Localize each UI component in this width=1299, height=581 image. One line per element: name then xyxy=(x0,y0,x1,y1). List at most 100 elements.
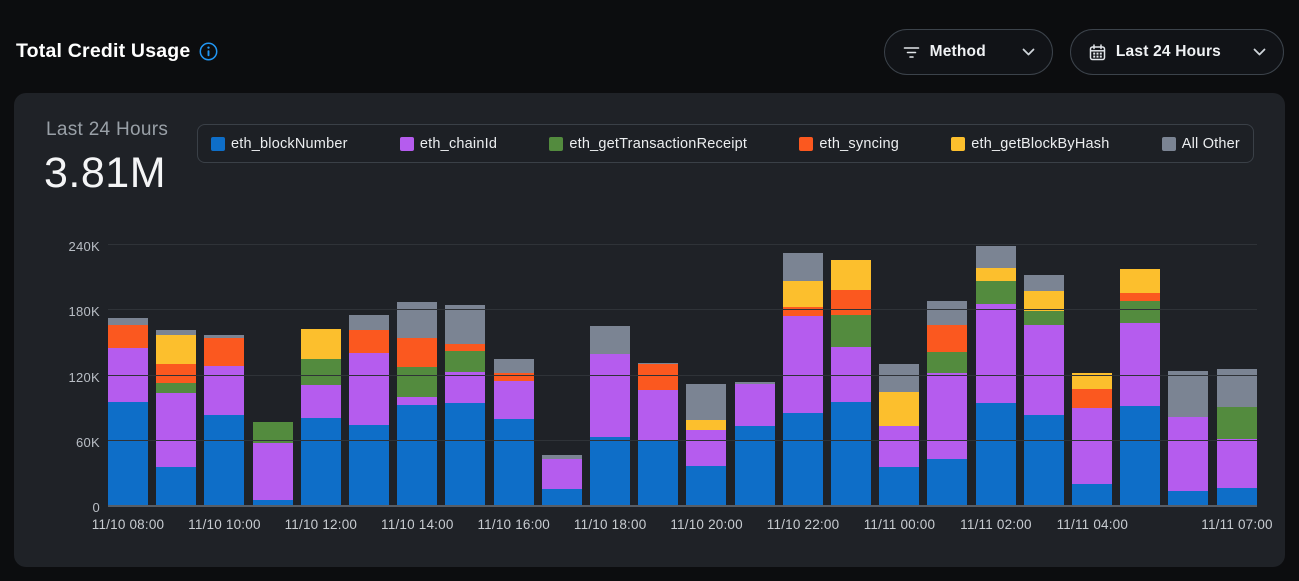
chart-bar-11/11 04:00[interactable] xyxy=(1072,373,1113,505)
bar-segment-eth_getBlockByHash[interactable] xyxy=(156,335,197,364)
bar-segment-eth_getTransactionReceipt[interactable] xyxy=(1023,311,1064,325)
bar-segment-eth_syncing[interactable] xyxy=(1072,388,1113,409)
bar-segment-All Other[interactable] xyxy=(493,359,534,374)
chart-bar-11/11 01:00[interactable] xyxy=(927,300,968,505)
bar-segment-eth_blockNumber[interactable] xyxy=(1023,414,1064,505)
bar-segment-eth_blockNumber[interactable] xyxy=(156,466,197,505)
bar-segment-All Other[interactable] xyxy=(686,384,727,421)
bar-segment-eth_chainId[interactable] xyxy=(156,393,197,467)
bar-segment-eth_syncing[interactable] xyxy=(156,363,197,384)
bar-segment-eth_getTransactionReceipt[interactable] xyxy=(1120,300,1161,324)
bar-segment-eth_getBlockByHash[interactable] xyxy=(879,391,920,426)
bar-segment-eth_blockNumber[interactable] xyxy=(638,439,679,505)
bar-segment-All Other[interactable] xyxy=(108,318,148,325)
bar-segment-eth_getBlockByHash[interactable] xyxy=(1120,269,1161,293)
bar-segment-eth_getTransactionReceipt[interactable] xyxy=(300,359,341,386)
bar-segment-eth_blockNumber[interactable] xyxy=(686,465,727,505)
bar-segment-eth_blockNumber[interactable] xyxy=(1072,484,1113,505)
bar-segment-eth_getTransactionReceipt[interactable] xyxy=(156,383,197,394)
chart-bar-11/10 18:00[interactable] xyxy=(590,325,631,505)
chart-bar-11/10 10:00[interactable] xyxy=(204,335,245,505)
bar-segment-eth_getBlockByHash[interactable] xyxy=(686,420,727,430)
bar-segment-eth_blockNumber[interactable] xyxy=(879,466,920,505)
bar-segment-eth_blockNumber[interactable] xyxy=(927,459,968,505)
info-icon[interactable] xyxy=(199,42,218,61)
chart-bar-11/11 07:00[interactable] xyxy=(1216,369,1257,505)
chart-bar-11/10 21:00[interactable] xyxy=(734,382,775,505)
bar-segment-eth_blockNumber[interactable] xyxy=(445,402,486,505)
bar-segment-eth_syncing[interactable] xyxy=(445,344,486,351)
bar-segment-All Other[interactable] xyxy=(445,304,486,345)
bar-segment-All Other[interactable] xyxy=(541,455,582,460)
chart-bar-11/10 19:00[interactable] xyxy=(638,362,679,505)
bar-segment-eth_getBlockByHash[interactable] xyxy=(300,328,341,360)
bar-segment-eth_blockNumber[interactable] xyxy=(204,414,245,505)
chart-bar-11/10 12:00[interactable] xyxy=(300,328,341,505)
bar-segment-eth_chainId[interactable] xyxy=(445,372,486,403)
bar-segment-eth_getBlockByHash[interactable] xyxy=(831,260,872,290)
method-filter-dropdown[interactable]: Method xyxy=(883,29,1053,75)
bar-segment-All Other[interactable] xyxy=(1023,274,1064,291)
chart-bar-11/11 02:00[interactable] xyxy=(975,246,1016,505)
bar-segment-eth_chainId[interactable] xyxy=(252,443,293,500)
chart-bar-11/10 13:00[interactable] xyxy=(349,314,390,505)
legend-item-eth_getTransactionReceipt[interactable]: eth_getTransactionReceipt xyxy=(549,136,747,152)
bar-segment-eth_getTransactionReceipt[interactable] xyxy=(831,314,872,348)
bar-segment-eth_chainId[interactable] xyxy=(782,315,823,413)
chart-bar-11/10 14:00[interactable] xyxy=(397,301,438,505)
legend-item-eth_getBlockByHash[interactable]: eth_getBlockByHash xyxy=(951,136,1109,152)
bar-segment-eth_chainId[interactable] xyxy=(349,352,390,425)
bar-segment-eth_syncing[interactable] xyxy=(204,337,245,366)
chart-bar-11/10 09:00[interactable] xyxy=(156,329,197,505)
bar-segment-All Other[interactable] xyxy=(975,246,1016,268)
bar-segment-eth_syncing[interactable] xyxy=(349,329,390,353)
chart-bar-11/10 20:00[interactable] xyxy=(686,384,727,505)
bar-segment-eth_blockNumber[interactable] xyxy=(734,425,775,505)
bar-segment-eth_blockNumber[interactable] xyxy=(541,488,582,505)
bar-segment-eth_blockNumber[interactable] xyxy=(108,401,148,505)
legend-item-eth_blockNumber[interactable]: eth_blockNumber xyxy=(211,136,348,152)
bar-segment-eth_getTransactionReceipt[interactable] xyxy=(927,351,968,374)
chart-bar-11/10 23:00[interactable] xyxy=(831,260,872,505)
bar-segment-eth_getBlockByHash[interactable] xyxy=(1023,290,1064,312)
bar-segment-eth_chainId[interactable] xyxy=(300,385,341,418)
bar-segment-eth_chainId[interactable] xyxy=(1216,438,1257,488)
bar-segment-All Other[interactable] xyxy=(397,301,438,338)
bar-segment-eth_syncing[interactable] xyxy=(638,363,679,390)
bar-segment-eth_blockNumber[interactable] xyxy=(590,436,631,505)
bar-segment-All Other[interactable] xyxy=(590,325,631,354)
bar-segment-eth_getBlockByHash[interactable] xyxy=(1072,373,1113,389)
chart-bar-11/10 15:00[interactable] xyxy=(445,304,486,505)
bar-segment-eth_blockNumber[interactable] xyxy=(1216,487,1257,505)
bar-segment-eth_syncing[interactable] xyxy=(1120,292,1161,301)
bar-segment-eth_chainId[interactable] xyxy=(975,303,1016,403)
bar-segment-eth_chainId[interactable] xyxy=(734,384,775,426)
legend-item-All Other[interactable]: All Other xyxy=(1161,136,1240,152)
chart-bar-11/10 17:00[interactable] xyxy=(541,455,582,505)
bar-segment-eth_getTransactionReceipt[interactable] xyxy=(252,422,293,444)
bar-segment-eth_blockNumber[interactable] xyxy=(1168,490,1209,505)
bar-segment-All Other[interactable] xyxy=(1168,371,1209,417)
bar-segment-eth_syncing[interactable] xyxy=(493,373,534,382)
bar-segment-eth_blockNumber[interactable] xyxy=(300,418,341,505)
bar-segment-eth_getTransactionReceipt[interactable] xyxy=(397,366,438,398)
bar-segment-eth_chainId[interactable] xyxy=(879,425,920,467)
bar-segment-eth_blockNumber[interactable] xyxy=(493,419,534,505)
chart-bar-11/11 00:00[interactable] xyxy=(879,363,920,505)
bar-segment-eth_getTransactionReceipt[interactable] xyxy=(975,281,1016,304)
bar-segment-eth_syncing[interactable] xyxy=(108,324,148,349)
bar-segment-eth_blockNumber[interactable] xyxy=(831,401,872,505)
bar-segment-eth_chainId[interactable] xyxy=(1168,416,1209,491)
bar-segment-All Other[interactable] xyxy=(156,329,197,336)
legend-item-eth_chainId[interactable]: eth_chainId xyxy=(399,136,497,152)
bar-segment-eth_blockNumber[interactable] xyxy=(975,402,1016,505)
bar-segment-All Other[interactable] xyxy=(927,300,968,325)
bar-segment-eth_getBlockByHash[interactable] xyxy=(782,281,823,308)
bar-segment-eth_getTransactionReceipt[interactable] xyxy=(445,350,486,373)
bar-segment-eth_getBlockByHash[interactable] xyxy=(975,267,1016,281)
bar-segment-eth_chainId[interactable] xyxy=(541,459,582,489)
bar-segment-All Other[interactable] xyxy=(349,314,390,330)
chart-bar-11/10 08:00[interactable] xyxy=(108,318,148,505)
bar-segment-eth_syncing[interactable] xyxy=(927,324,968,352)
bar-segment-eth_blockNumber[interactable] xyxy=(349,424,390,505)
